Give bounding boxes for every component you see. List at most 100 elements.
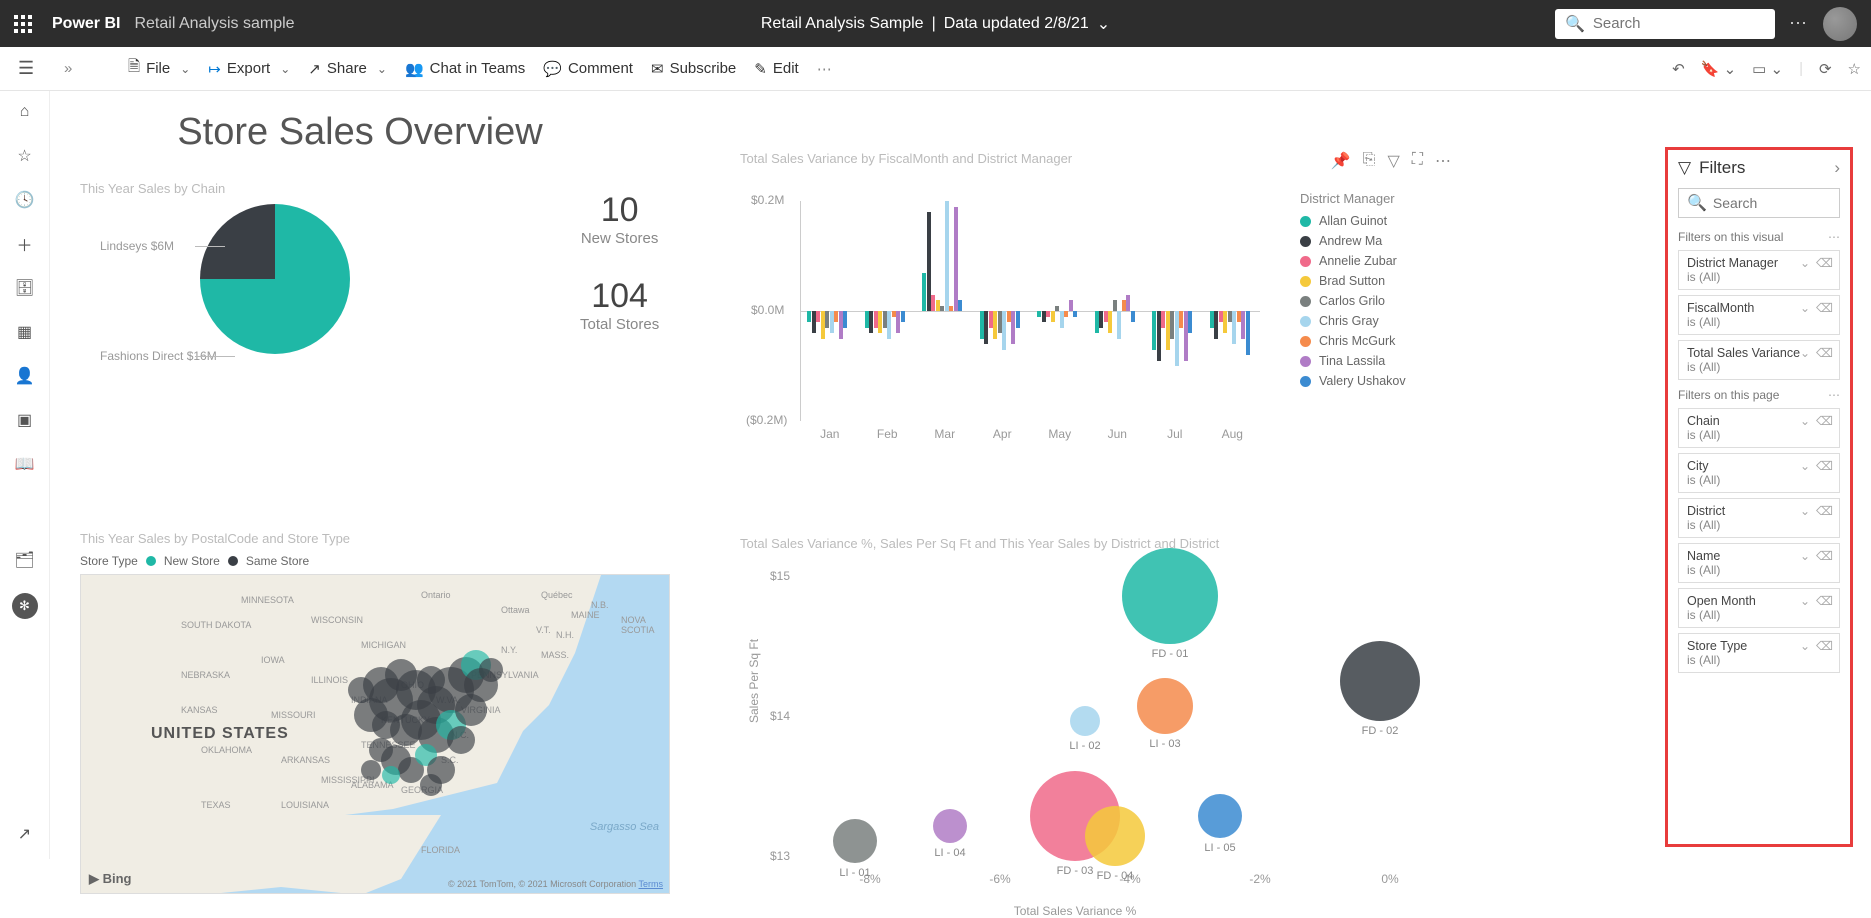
map-bubble[interactable] xyxy=(455,694,487,726)
more-icon[interactable]: ⋯ xyxy=(1828,388,1840,402)
browse-icon[interactable]: 🗂 xyxy=(14,549,36,571)
bar[interactable] xyxy=(1170,311,1174,339)
filters-search-input[interactable] xyxy=(1713,195,1831,211)
scatter-bubble[interactable] xyxy=(1122,548,1218,644)
chevron-down-icon[interactable]: ⌄ xyxy=(1800,459,1810,473)
map-bubble[interactable] xyxy=(348,677,374,703)
subscribe-button[interactable]: ✉Subscribe xyxy=(651,60,736,78)
bar[interactable] xyxy=(993,311,997,339)
bar[interactable] xyxy=(1060,311,1064,328)
chevron-down-icon[interactable]: ⌄ xyxy=(1800,301,1810,315)
legend-item[interactable]: Allan Guinot xyxy=(1300,214,1406,228)
filter-icon[interactable]: ▽ xyxy=(1387,151,1399,171)
app-launcher-icon[interactable] xyxy=(14,15,32,33)
clear-filter-icon[interactable]: ⌫ xyxy=(1816,301,1833,315)
bar[interactable] xyxy=(958,300,962,311)
bar[interactable] xyxy=(1046,311,1050,317)
map-canvas[interactable]: UNITED STATES Sargasso Sea ▶ Bing © 2021… xyxy=(80,574,670,894)
bar[interactable] xyxy=(1108,311,1112,333)
refresh-icon[interactable]: ⟳ xyxy=(1819,60,1832,78)
bar[interactable] xyxy=(830,311,834,333)
bar[interactable] xyxy=(1011,311,1015,344)
legend-item[interactable]: Brad Sutton xyxy=(1300,274,1406,288)
pie-chart-visual[interactable]: This Year Sales by Chain Lindseys $6M Fa… xyxy=(80,181,640,384)
bar[interactable] xyxy=(954,207,958,312)
scatter-bubble[interactable] xyxy=(833,819,877,863)
view-icon[interactable]: ▭ ⌄ xyxy=(1752,60,1783,78)
filters-search[interactable]: 🔍 xyxy=(1678,188,1840,218)
bar[interactable] xyxy=(1161,311,1165,328)
bar[interactable] xyxy=(940,306,944,312)
bar[interactable] xyxy=(1117,311,1121,339)
filter-card[interactable]: Districtis (All)⌄⌫ xyxy=(1678,498,1840,538)
bar[interactable] xyxy=(1042,311,1046,322)
bar[interactable] xyxy=(922,273,926,312)
bar[interactable] xyxy=(1104,311,1108,322)
map-visual[interactable]: This Year Sales by PostalCode and Store … xyxy=(80,531,670,894)
bar[interactable] xyxy=(1179,311,1183,328)
collapse-filters-icon[interactable]: › xyxy=(1834,158,1840,178)
bar[interactable] xyxy=(1232,311,1236,344)
focus-icon[interactable]: ⛶ xyxy=(1412,151,1423,171)
bar[interactable] xyxy=(887,311,891,339)
legend-item[interactable]: Tina Lassila xyxy=(1300,354,1406,368)
reset-icon[interactable]: ↶ xyxy=(1672,60,1685,78)
kpi-new-stores[interactable]: 10 New Stores xyxy=(580,191,659,247)
scatter-bubble[interactable] xyxy=(1085,806,1145,866)
bar[interactable] xyxy=(816,311,820,322)
bar[interactable] xyxy=(1228,311,1232,322)
bar[interactable] xyxy=(1175,311,1179,366)
hamburger-icon[interactable]: ☰ xyxy=(18,58,34,79)
chevron-down-icon[interactable]: ⌄ xyxy=(1800,639,1810,653)
bar[interactable] xyxy=(1210,311,1214,328)
clear-filter-icon[interactable]: ⌫ xyxy=(1816,414,1833,428)
bar[interactable] xyxy=(812,311,816,333)
apps-icon[interactable]: ▦ xyxy=(14,321,36,343)
chevron-down-icon[interactable]: ⌄ xyxy=(1800,346,1810,360)
avatar[interactable] xyxy=(1823,7,1857,41)
legend-item[interactable]: Valery Ushakov xyxy=(1300,374,1406,388)
bar[interactable] xyxy=(878,311,882,333)
legend-item[interactable]: Andrew Ma xyxy=(1300,234,1406,248)
learn-icon[interactable]: ▣ xyxy=(14,409,36,431)
bar[interactable] xyxy=(984,311,988,344)
map-bubble[interactable] xyxy=(382,766,400,784)
map-bubble[interactable] xyxy=(361,760,381,780)
deployment-icon[interactable]: ✻ xyxy=(12,593,38,619)
clear-filter-icon[interactable]: ⌫ xyxy=(1816,549,1833,563)
scatter-bubble[interactable] xyxy=(1340,641,1420,721)
bar[interactable] xyxy=(931,295,935,312)
collapse-icon[interactable]: » xyxy=(64,60,72,77)
filter-card[interactable]: Store Typeis (All)⌄⌫ xyxy=(1678,633,1840,673)
bar[interactable] xyxy=(1055,306,1059,312)
bar[interactable] xyxy=(874,311,878,328)
kpi-total-stores[interactable]: 104 Total Stores xyxy=(580,277,659,333)
filter-card[interactable]: Total Sales Varianceis (All)⌄⌫ xyxy=(1678,340,1840,380)
legend-item[interactable]: Chris McGurk xyxy=(1300,334,1406,348)
filter-card[interactable]: District Manageris (All)⌄⌫ xyxy=(1678,250,1840,290)
scatter-visual[interactable]: Total Sales Variance %, Sales Per Sq Ft … xyxy=(740,536,1410,906)
pin-icon[interactable]: 📌 xyxy=(1331,151,1351,171)
bar[interactable] xyxy=(949,306,953,312)
chevron-down-icon[interactable]: ⌄ xyxy=(1800,256,1810,270)
bar[interactable] xyxy=(945,201,949,311)
bar[interactable] xyxy=(1246,311,1250,355)
scatter-bubble[interactable] xyxy=(1137,678,1193,734)
bar[interactable] xyxy=(825,311,829,328)
chevron-down-icon[interactable]: ⌄ xyxy=(1800,549,1810,563)
bookmark-icon[interactable]: 🔖 ⌄ xyxy=(1701,60,1736,78)
bar[interactable] xyxy=(1099,311,1103,328)
bar[interactable] xyxy=(1184,311,1188,361)
bar[interactable] xyxy=(1069,300,1073,311)
bar[interactable] xyxy=(1064,311,1068,317)
bar[interactable] xyxy=(980,311,984,339)
favorites-icon[interactable]: ☆ xyxy=(14,145,36,167)
more-icon[interactable]: ⋯ xyxy=(1789,13,1809,34)
edit-button[interactable]: ✎Edit xyxy=(754,60,798,78)
map-bubble[interactable] xyxy=(479,658,503,682)
bar[interactable] xyxy=(821,311,825,339)
chevron-down-icon[interactable]: ⌄ xyxy=(1800,504,1810,518)
comment-button[interactable]: 💬Comment xyxy=(543,60,633,78)
scatter-bubble[interactable] xyxy=(1198,794,1242,838)
expand-icon[interactable]: ↗ xyxy=(14,823,36,845)
